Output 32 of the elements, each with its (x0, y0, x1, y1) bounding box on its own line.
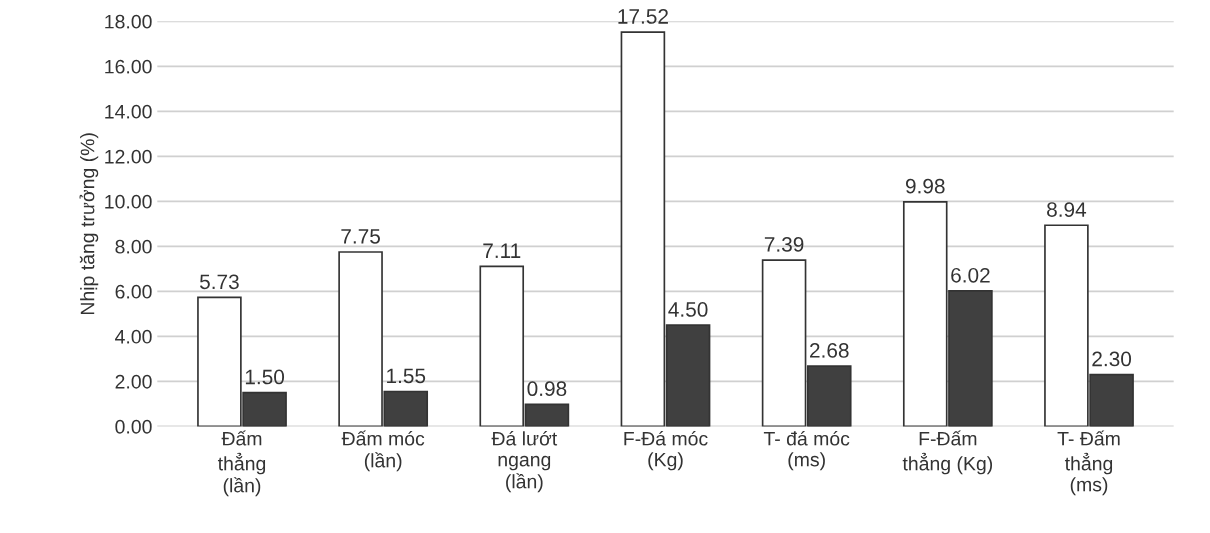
y-tick-label: 2.00 (115, 374, 152, 389)
y-axis-title: Nhịp tăng trưởng (%) (79, 133, 99, 315)
data-label: 17.52 (618, 9, 668, 24)
data-label: 4.50 (668, 302, 708, 317)
x-tick-label: T- Đấm thẳng (ms) (1057, 430, 1120, 496)
y-tick-label: 0.00 (115, 419, 152, 434)
y-tick-label: 4.00 (115, 329, 152, 344)
y-tick-label: 14.00 (105, 104, 152, 119)
x-tick-label: F-Đấm thẳng (Kg) (902, 430, 993, 475)
x-tick-label: T- đá móc (ms) (763, 431, 850, 471)
data-label: 5.73 (199, 274, 239, 290)
data-label: 7.75 (341, 229, 380, 244)
x-tick-label: Đấm thẳng (lần) (217, 430, 266, 497)
x-tick-label: Đá lướt ngang (lần) (491, 431, 558, 493)
y-tick-label: 6.00 (115, 284, 152, 299)
x-tick-label: Đấm móc (lần) (341, 430, 425, 472)
data-label: 6.02 (951, 267, 990, 283)
data-label: 2.30 (1092, 351, 1132, 367)
y-tick-label: 16.00 (105, 59, 152, 74)
data-label: 1.55 (387, 368, 426, 384)
data-label: 7.11 (483, 243, 521, 258)
x-tick-label: F-Đá móc (Kg) (624, 431, 708, 471)
data-label: 1.50 (245, 369, 285, 385)
data-label: 9.98 (905, 178, 945, 194)
y-tick-label: 8.00 (115, 239, 152, 254)
data-label: 0.98 (527, 381, 567, 397)
y-tick-label: 10.00 (105, 194, 152, 209)
y-tick-label: 18.00 (105, 14, 152, 29)
y-tick-label: 12.00 (105, 149, 152, 164)
data-label: 2.68 (810, 343, 849, 358)
data-label: 8.94 (1047, 202, 1087, 217)
data-label: 7.39 (764, 237, 804, 252)
